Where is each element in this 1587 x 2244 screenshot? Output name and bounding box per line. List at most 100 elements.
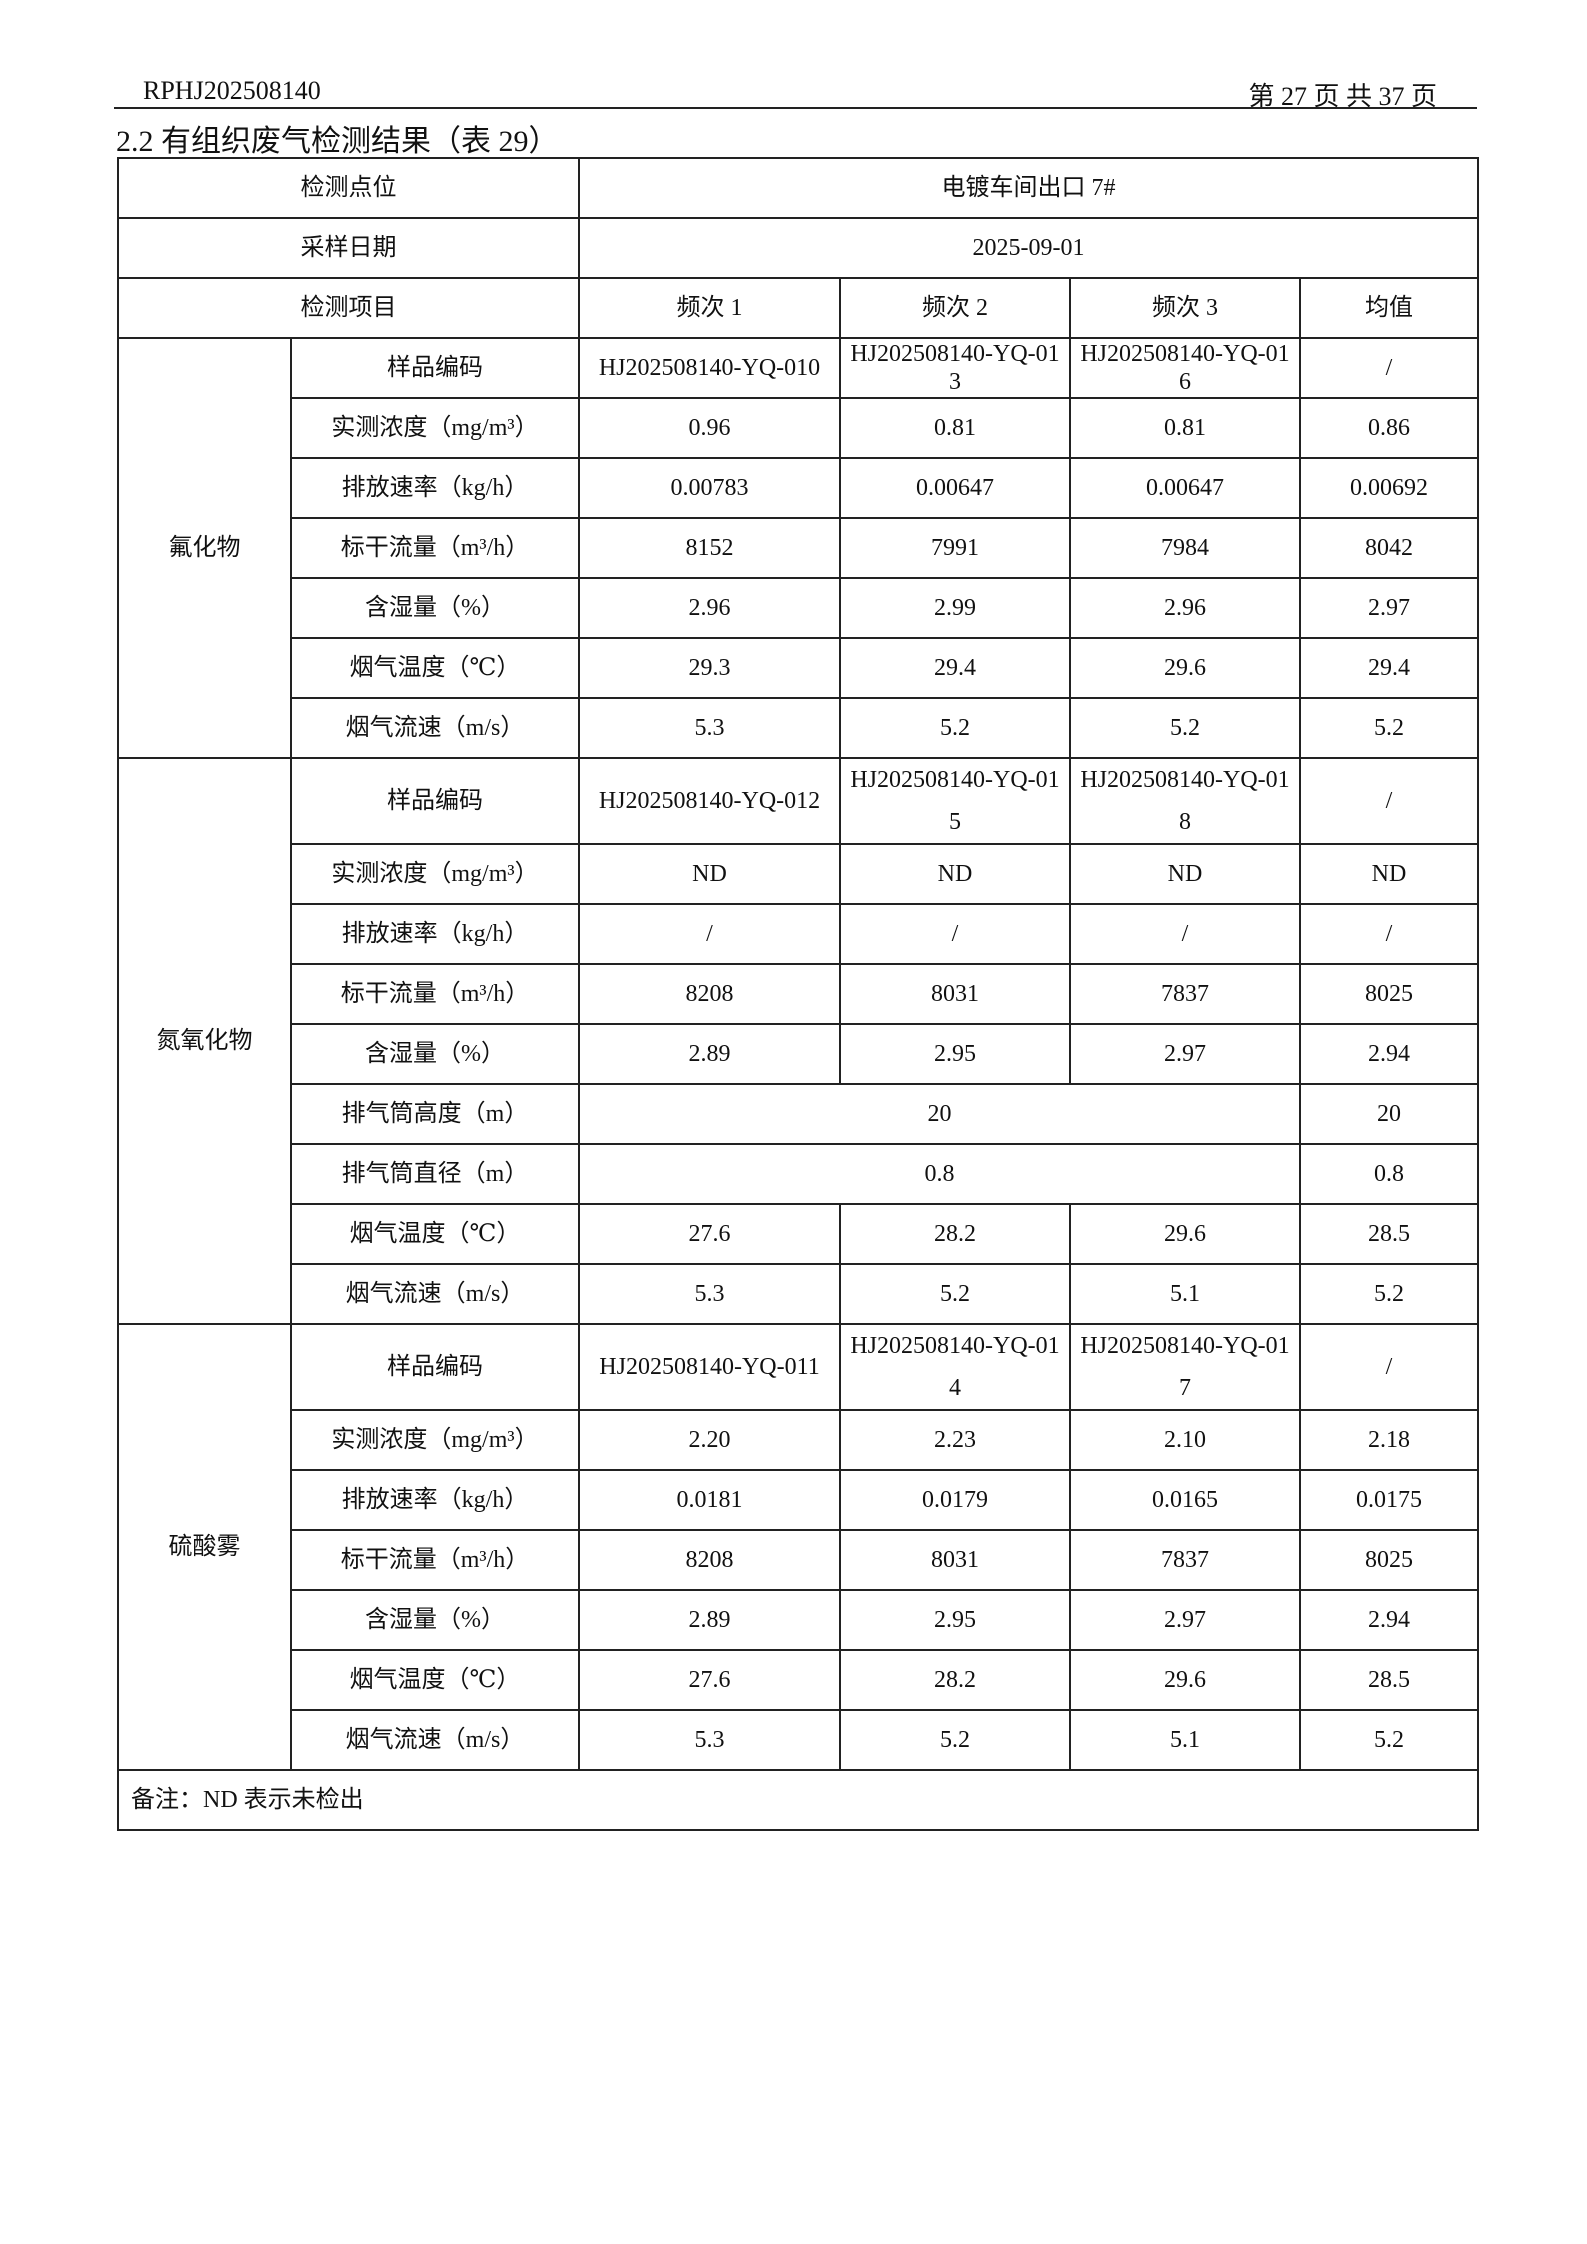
header-label: 检测项目 bbox=[117, 277, 580, 339]
cell-value: HJ202508140-YQ-018 bbox=[1069, 757, 1301, 845]
cell-value: HJ202508140-YQ-014 bbox=[839, 1323, 1071, 1411]
column-header: 频次 2 bbox=[839, 277, 1071, 339]
table-row: 氮氧化物 样品编码 HJ202508140-YQ-012 HJ202508140-YQ… bbox=[117, 757, 1479, 1325]
cell-value: 0.00692 bbox=[1299, 457, 1479, 519]
cell-value: / bbox=[1299, 1323, 1479, 1411]
table-row: 采样日期 2025-09-01 bbox=[117, 217, 1479, 279]
row-label: 标干流量（m³/h） bbox=[290, 517, 580, 579]
cell-value: / bbox=[1299, 337, 1479, 399]
page-number: 第 27 页 共 37 页 bbox=[1248, 82, 1437, 111]
cell-value: 2.99 bbox=[839, 577, 1071, 639]
cell-value: 7837 bbox=[1069, 963, 1301, 1025]
cell-value: 2.89 bbox=[578, 1589, 841, 1651]
header-rule bbox=[114, 107, 1477, 109]
row-label: 烟气温度（℃） bbox=[290, 637, 580, 699]
table-row: 氟化物 样品编码 HJ202508140-YQ-010 HJ202508140-YQ-… bbox=[117, 337, 1479, 759]
row-label: 烟气流速（m/s） bbox=[290, 697, 580, 759]
date: 2025-09-01 bbox=[578, 217, 1479, 279]
row-label: 含湿量（%） bbox=[290, 577, 580, 639]
cell-value: 7984 bbox=[1069, 517, 1301, 579]
cell-value: 0.8 bbox=[578, 1143, 1301, 1205]
cell-value: 5.1 bbox=[1069, 1263, 1301, 1325]
cell-value: 27.6 bbox=[578, 1203, 841, 1265]
cell-value: 0.0175 bbox=[1299, 1469, 1479, 1531]
cell-value: HJ202508140-YQ-010 bbox=[578, 337, 841, 399]
cell-value: 8025 bbox=[1299, 963, 1479, 1025]
cell-value: 5.2 bbox=[1069, 697, 1301, 759]
cell-value: 8152 bbox=[578, 517, 841, 579]
table-row: 标干流量（m³/h） 8208 8031 7837 8025 bbox=[118, 1529, 1479, 1591]
table-row: 实测浓度（mg/m³） ND ND ND ND bbox=[118, 843, 1479, 905]
cell-value: 2.95 bbox=[839, 1023, 1071, 1085]
pollutant-name: 氮氧化物 bbox=[117, 757, 292, 1325]
cell-value: HJ202508140-YQ-011 bbox=[578, 1323, 841, 1411]
table-row: 含湿量（%） 2.96 2.99 2.96 2.97 bbox=[118, 577, 1479, 639]
cell-value: 2.96 bbox=[1069, 577, 1301, 639]
row-label: 实测浓度（mg/m³） bbox=[290, 397, 580, 459]
cell-value: 5.2 bbox=[839, 1263, 1071, 1325]
cell-value: HJ202508140-YQ-012 bbox=[578, 757, 841, 845]
row-label: 烟气流速（m/s） bbox=[290, 1263, 580, 1325]
section-title: 2.2 有组织废气检测结果（表 29） bbox=[116, 125, 559, 158]
cell-value: / bbox=[839, 903, 1071, 965]
cell-value: 5.2 bbox=[839, 697, 1071, 759]
row-label: 烟气流速（m/s） bbox=[290, 1709, 580, 1771]
cell-value: 2.20 bbox=[578, 1409, 841, 1471]
header-label: 采样日期 bbox=[117, 217, 580, 279]
cell-value: 29.4 bbox=[839, 637, 1071, 699]
cell-value: 5.2 bbox=[839, 1709, 1071, 1771]
cell-value: ND bbox=[578, 843, 841, 905]
cell-value: 0.81 bbox=[839, 397, 1071, 459]
row-label: 样品编码 bbox=[290, 1323, 580, 1411]
table-row: 烟气温度（℃） 29.3 29.4 29.6 29.4 bbox=[118, 637, 1479, 699]
row-label: 烟气温度（℃） bbox=[290, 1649, 580, 1711]
row-label: 排气筒直径（m） bbox=[290, 1143, 580, 1205]
table-row: 烟气温度（℃） 27.6 28.2 29.6 28.5 bbox=[118, 1203, 1479, 1265]
cell-value: 20 bbox=[1299, 1083, 1479, 1145]
cell-value: ND bbox=[1299, 843, 1479, 905]
cell-value: 28.5 bbox=[1299, 1203, 1479, 1265]
cell-value: 7837 bbox=[1069, 1529, 1301, 1591]
table-row: 标干流量（m³/h） 8152 7991 7984 8042 bbox=[118, 517, 1479, 579]
pollutant-name: 硫酸雾 bbox=[117, 1323, 292, 1771]
column-header: 均值 bbox=[1299, 277, 1479, 339]
cell-value: 29.6 bbox=[1069, 637, 1301, 699]
table-row: 排放速率（kg/h） 0.00783 0.00647 0.00647 0.00692 bbox=[118, 457, 1479, 519]
row-label: 实测浓度（mg/m³） bbox=[290, 1409, 580, 1471]
cell-value: 5.2 bbox=[1299, 1263, 1479, 1325]
cell-value: 29.6 bbox=[1069, 1649, 1301, 1711]
cell-value: 0.86 bbox=[1299, 397, 1479, 459]
location: 电镀车间出口 7# bbox=[578, 157, 1479, 219]
cell-value: 8025 bbox=[1299, 1529, 1479, 1591]
cell-value: 28.5 bbox=[1299, 1649, 1479, 1711]
cell-value: 20 bbox=[578, 1083, 1301, 1145]
cell-value: 2.97 bbox=[1069, 1589, 1301, 1651]
cell-value: HJ202508140-YQ-017 bbox=[1069, 1323, 1301, 1411]
cell-value: HJ202508140-YQ-015 bbox=[839, 757, 1071, 845]
cell-value: 28.2 bbox=[839, 1203, 1071, 1265]
cell-value: 5.3 bbox=[578, 1709, 841, 1771]
table-row: 排气筒高度（m） 20 20 bbox=[118, 1083, 1479, 1145]
cell-value: 5.1 bbox=[1069, 1709, 1301, 1771]
cell-value: 5.3 bbox=[578, 697, 841, 759]
row-label: 排放速率（kg/h） bbox=[290, 457, 580, 519]
cell-value: 0.0181 bbox=[578, 1469, 841, 1531]
cell-value: / bbox=[1069, 903, 1301, 965]
cell-value: 0.96 bbox=[578, 397, 841, 459]
report-number: RPHJ202508140 bbox=[143, 76, 321, 105]
row-label: 样品编码 bbox=[290, 337, 580, 399]
row-label: 排气筒高度（m） bbox=[290, 1083, 580, 1145]
table-row: 实测浓度（mg/m³） 2.20 2.23 2.10 2.18 bbox=[118, 1409, 1479, 1471]
cell-value: 27.6 bbox=[578, 1649, 841, 1711]
cell-value: 0.00647 bbox=[1069, 457, 1301, 519]
column-header: 频次 3 bbox=[1069, 277, 1301, 339]
cell-value: 29.3 bbox=[578, 637, 841, 699]
table-row: 烟气流速（m/s） 5.3 5.2 5.2 5.2 bbox=[118, 697, 1479, 759]
row-label: 含湿量（%） bbox=[290, 1589, 580, 1651]
table-row: 检测项目 频次 1 频次 2 频次 3 均值 bbox=[117, 277, 1479, 339]
cell-value: 2.96 bbox=[578, 577, 841, 639]
cell-value: 8208 bbox=[578, 1529, 841, 1591]
table-row: 烟气流速（m/s） 5.3 5.2 5.1 5.2 bbox=[118, 1263, 1479, 1325]
cell-value: 2.95 bbox=[839, 1589, 1071, 1651]
